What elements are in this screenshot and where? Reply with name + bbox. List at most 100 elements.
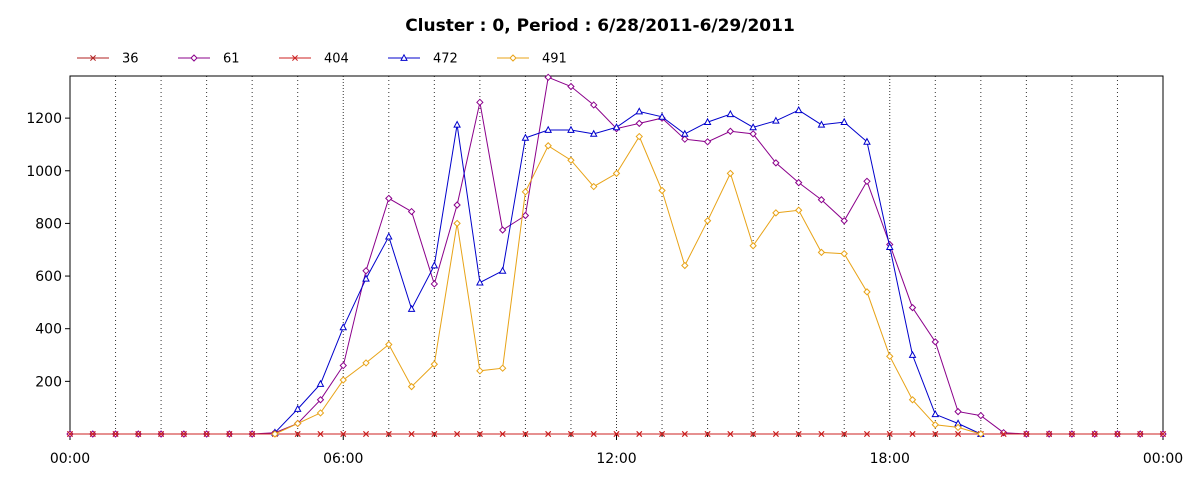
data-point-61: [521, 211, 530, 220]
data-point-491: [886, 352, 894, 361]
data-point-472: [544, 125, 553, 133]
data-point-472: [885, 242, 894, 251]
data-point-404: [522, 431, 529, 437]
data-point-472: [293, 404, 302, 412]
data-point-404: [135, 431, 142, 437]
data-point-404: [226, 431, 233, 437]
data-point-472: [658, 112, 666, 120]
data-point-61: [339, 361, 347, 370]
data-point-472: [817, 120, 826, 128]
data-point-491: [453, 219, 461, 228]
data-point-404: [1091, 431, 1098, 437]
data-point-472: [316, 379, 325, 387]
data-point-472: [384, 232, 393, 240]
data-point-472: [794, 105, 803, 114]
data-point-491: [316, 409, 325, 417]
data-point-61: [407, 207, 416, 216]
data-point-491: [407, 382, 416, 391]
data-point-472: [521, 133, 530, 141]
legend-item-36: 36: [77, 52, 139, 67]
data-point-404: [932, 431, 939, 437]
data-point-491: [430, 360, 439, 368]
data-point-472: [931, 409, 940, 418]
data-point-404: [363, 431, 369, 437]
data-point-491: [863, 288, 871, 296]
data-point-404: [955, 431, 962, 437]
legend: 36 61 404 472 491: [77, 52, 567, 67]
x-tick-label: 18:00: [870, 451, 910, 467]
y-tick-label: 400: [35, 322, 62, 338]
data-point-472: [612, 123, 621, 131]
data-point-61: [681, 135, 689, 143]
y-tick-label: 600: [35, 269, 62, 285]
data-point-61: [863, 177, 871, 186]
data-point-491: [271, 430, 279, 438]
series-line-491: [274, 135, 981, 435]
data-point-61: [726, 127, 735, 135]
data-point-404: [636, 431, 643, 437]
data-point-404: [431, 431, 438, 437]
y-tick-label: 1200: [26, 111, 62, 127]
legend-marker: [292, 55, 298, 61]
data-point-472: [726, 109, 735, 118]
data-point-491: [362, 359, 370, 367]
data-point-472: [680, 129, 689, 137]
legend-label: 404: [324, 52, 349, 67]
data-point-491: [544, 142, 552, 150]
data-point-404: [385, 431, 392, 437]
data-point-404: [67, 431, 73, 437]
data-point-404: [1023, 431, 1030, 437]
data-point-404: [454, 431, 461, 437]
legend-marker: [400, 53, 408, 61]
data-point-404: [590, 431, 597, 437]
data-point-404: [1068, 431, 1075, 437]
legend-label: 472: [433, 52, 458, 67]
legend-item-61: 61: [178, 52, 240, 67]
data-point-404: [704, 431, 711, 437]
data-point-404: [772, 431, 779, 437]
y-tick-label: 200: [35, 374, 62, 390]
data-point-491: [385, 340, 393, 349]
data-point-472: [749, 123, 757, 131]
data-point-404: [340, 431, 347, 437]
data-point-404: [203, 431, 210, 437]
data-point-472: [339, 323, 348, 331]
data-point-61: [476, 98, 484, 107]
data-point-491: [476, 367, 484, 375]
data-point-491: [339, 376, 347, 384]
data-point-472: [840, 117, 849, 125]
data-point-61: [567, 82, 575, 91]
data-point-472: [430, 261, 439, 269]
data-point-61: [817, 196, 826, 204]
data-point-404: [317, 431, 324, 437]
legend-label: 491: [542, 52, 567, 67]
data-point-404: [864, 431, 870, 437]
data-point-61: [954, 407, 962, 416]
data-point-404: [249, 431, 256, 437]
data-point-404: [294, 431, 301, 437]
data-point-491: [840, 249, 848, 258]
data-point-491: [772, 209, 780, 217]
data-point-61: [316, 396, 325, 404]
data-point-404: [818, 431, 825, 437]
series-line-472: [274, 109, 982, 435]
data-point-404: [1160, 431, 1166, 437]
data-point-491: [590, 182, 598, 191]
data-point-404: [568, 431, 574, 437]
data-point-491: [635, 132, 643, 141]
data-point-404: [545, 431, 552, 437]
data-point-404: [841, 431, 848, 437]
data-point-404: [1000, 431, 1007, 437]
data-point-404: [795, 431, 802, 437]
data-point-404: [89, 431, 96, 437]
data-point-61: [498, 226, 507, 234]
data-point-491: [817, 248, 826, 257]
legend-label: 36: [122, 52, 139, 67]
data-point-472: [863, 137, 871, 145]
data-point-491: [521, 188, 530, 196]
data-point-404: [909, 431, 916, 437]
data-point-491: [954, 423, 962, 432]
series-491: [271, 132, 985, 438]
data-point-472: [476, 278, 484, 286]
